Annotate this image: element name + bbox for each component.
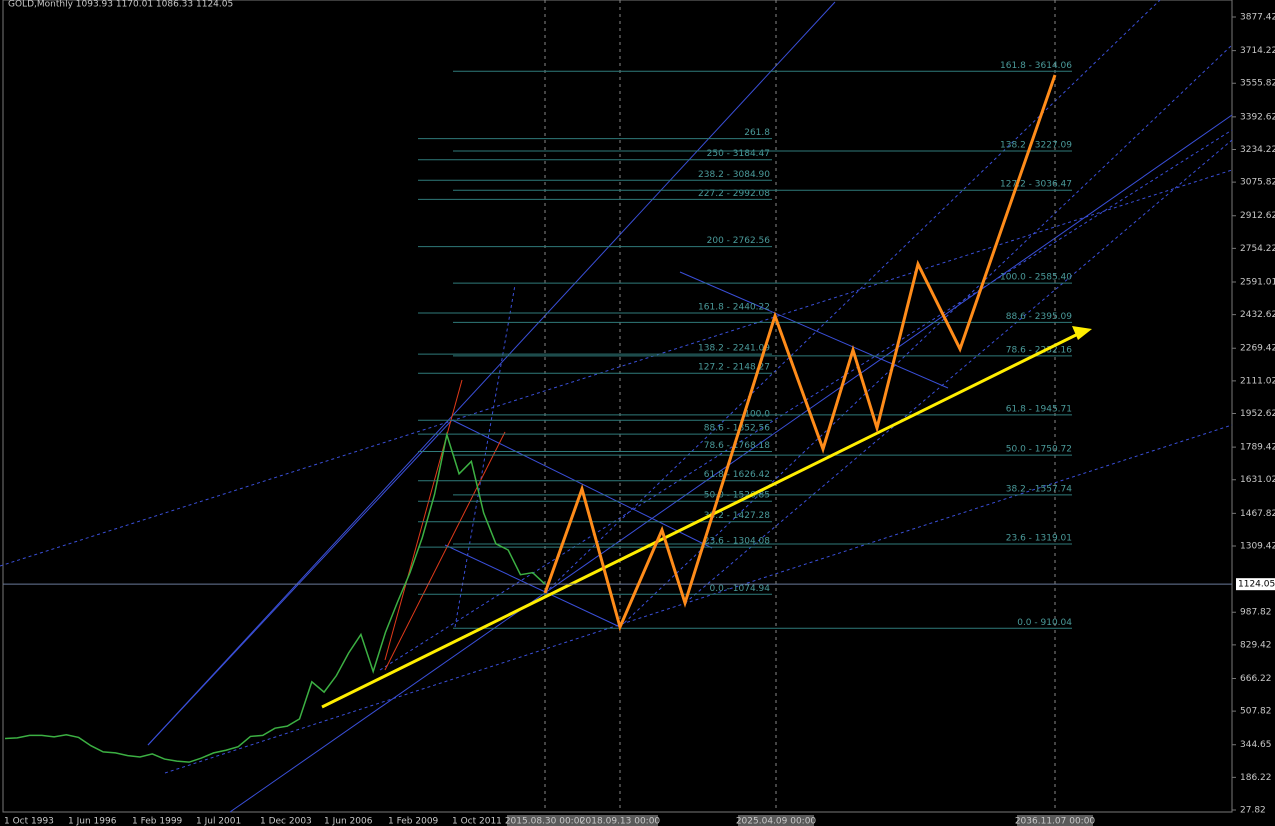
- fib-label: 38.2 - 1557.74: [1006, 484, 1072, 494]
- fib-label: 88.6 - 2395.09: [1006, 312, 1072, 322]
- fib-label: 127.2 - 2148.27: [698, 363, 770, 373]
- y-tick-label: 344.65: [1240, 740, 1272, 750]
- x-tick-label: 1 Jun 1996: [68, 817, 117, 826]
- y-tick-label: 2912.62: [1240, 211, 1275, 221]
- fib-label: 127.2 - 3036.47: [1000, 180, 1072, 190]
- channel-lines: [0, 0, 1233, 813]
- y-tick-label: 507.82: [1240, 707, 1272, 717]
- fib-label: 200 - 2762.56: [707, 236, 771, 246]
- fib-label: 78.6 - 1768.18: [704, 441, 770, 451]
- y-tick-label: 3877.42: [1240, 13, 1275, 23]
- y-tick-label: 3234.22: [1240, 145, 1275, 155]
- x-tick-label: 1 Feb 2009: [388, 817, 439, 826]
- trend-lines: [384, 379, 506, 671]
- fib-label: 88.6 - 1852.56: [704, 424, 770, 434]
- projection-line: [543, 74, 1057, 632]
- time-marker-lines: [544, 0, 1056, 812]
- x-tick-label: 1 Oct 1993: [4, 817, 54, 826]
- x-tick-label: 1 Dec 2003: [260, 817, 312, 826]
- fib-label: 138.2 - 2241.09: [698, 344, 770, 354]
- fib-label: 0.0 - 1074.94: [710, 584, 771, 594]
- fib-label: 138.2 - 3227.09: [1000, 140, 1072, 150]
- trend-arrow: [321, 332, 1079, 709]
- arrow-head: [1072, 326, 1092, 340]
- price-line: [4, 431, 546, 763]
- time-marker-box: [1017, 815, 1093, 826]
- fib-label: 238.2 - 3084.90: [698, 170, 770, 180]
- y-tick-label: 666.22: [1240, 674, 1272, 684]
- current-price-label: 1124.05: [1238, 580, 1275, 590]
- y-tick-label: 1309.42: [1240, 541, 1275, 551]
- fib-label: 78.6 - 2232.16: [1006, 345, 1072, 355]
- fib-label: 227.2 - 2992.08: [698, 189, 770, 199]
- y-tick-label: 1952.62: [1240, 409, 1275, 419]
- y-tick-label: 3392.62: [1240, 112, 1275, 122]
- fib-label: 161.8 - 3614.06: [1000, 61, 1072, 71]
- y-tick-label: 2432.62: [1240, 310, 1275, 320]
- y-tick-label: 2269.42: [1240, 344, 1275, 354]
- x-tick-label: 1 Oct 2011: [452, 817, 502, 826]
- y-tick-label: 27.82: [1240, 806, 1266, 816]
- fib-label: 61.8 - 1945.71: [1006, 404, 1072, 414]
- y-tick-label: 1467.82: [1240, 509, 1275, 519]
- y-tick-label: 3075.82: [1240, 178, 1275, 188]
- fib-label: 61.8 - 1626.42: [704, 470, 770, 480]
- time-marker-box: [582, 815, 658, 826]
- y-tick-label: 1631.02: [1240, 475, 1275, 485]
- fib-label: 23.6 - 1304.08: [704, 537, 770, 547]
- x-tick-label: 1 Feb 1999: [132, 817, 183, 826]
- time-marker-label: 2025.04.09 00:00: [736, 817, 817, 826]
- fib-label: 0.0 - 910.04: [1017, 618, 1072, 628]
- current-price-box: [1236, 578, 1275, 591]
- y-tick-label: 3714.22: [1240, 46, 1275, 56]
- chart-title: GOLD,Monthly 1093.93 1170.01 1086.33 112…: [8, 0, 233, 10]
- fib-levels: 261.8 250 - 3184.47 238.2 - 3084.90 227.2 -…: [418, 61, 1072, 629]
- fib-label: 100.0 - 2585.40: [1000, 273, 1072, 283]
- y-tick-label: 2591.01: [1240, 277, 1275, 287]
- plot-frame: [2, 0, 1233, 813]
- fib-label: 50.0 - 1526.85: [704, 491, 770, 501]
- y-tick-label: 829.42: [1240, 640, 1272, 650]
- time-marker-box: [738, 815, 814, 826]
- y-tick-label: 2111.02: [1240, 376, 1275, 386]
- x-tick-label: 1 Jul 2001: [196, 817, 241, 826]
- time-marker-label: 2036.11.07 00:00: [1015, 817, 1096, 826]
- x-tick-label: 1 Jun 2006: [324, 817, 373, 826]
- fib-label: 250 - 3184.47: [707, 149, 770, 159]
- fib-label: 261.8: [744, 128, 770, 138]
- y-tick-label: 186.22: [1240, 773, 1272, 783]
- time-marker-box: [507, 815, 583, 826]
- fib-label: 161.8 - 2440.22: [698, 303, 770, 313]
- time-marker-label: 2015.08.30 00:00: [505, 817, 586, 826]
- time-marker-label: 2018.09.13 00:00: [580, 817, 661, 826]
- fib-label: 23.6 - 1319.01: [1006, 534, 1072, 544]
- y-tick-label: 3555.82: [1240, 79, 1275, 89]
- y-tick-label: 1789.42: [1240, 443, 1275, 453]
- y-tick-label: 987.82: [1240, 608, 1272, 618]
- fib-label: 38.2 - 1427.28: [704, 511, 770, 521]
- y-tick-label: 2754.22: [1240, 244, 1275, 254]
- fib-label: 50.0 - 1750.72: [1006, 445, 1072, 455]
